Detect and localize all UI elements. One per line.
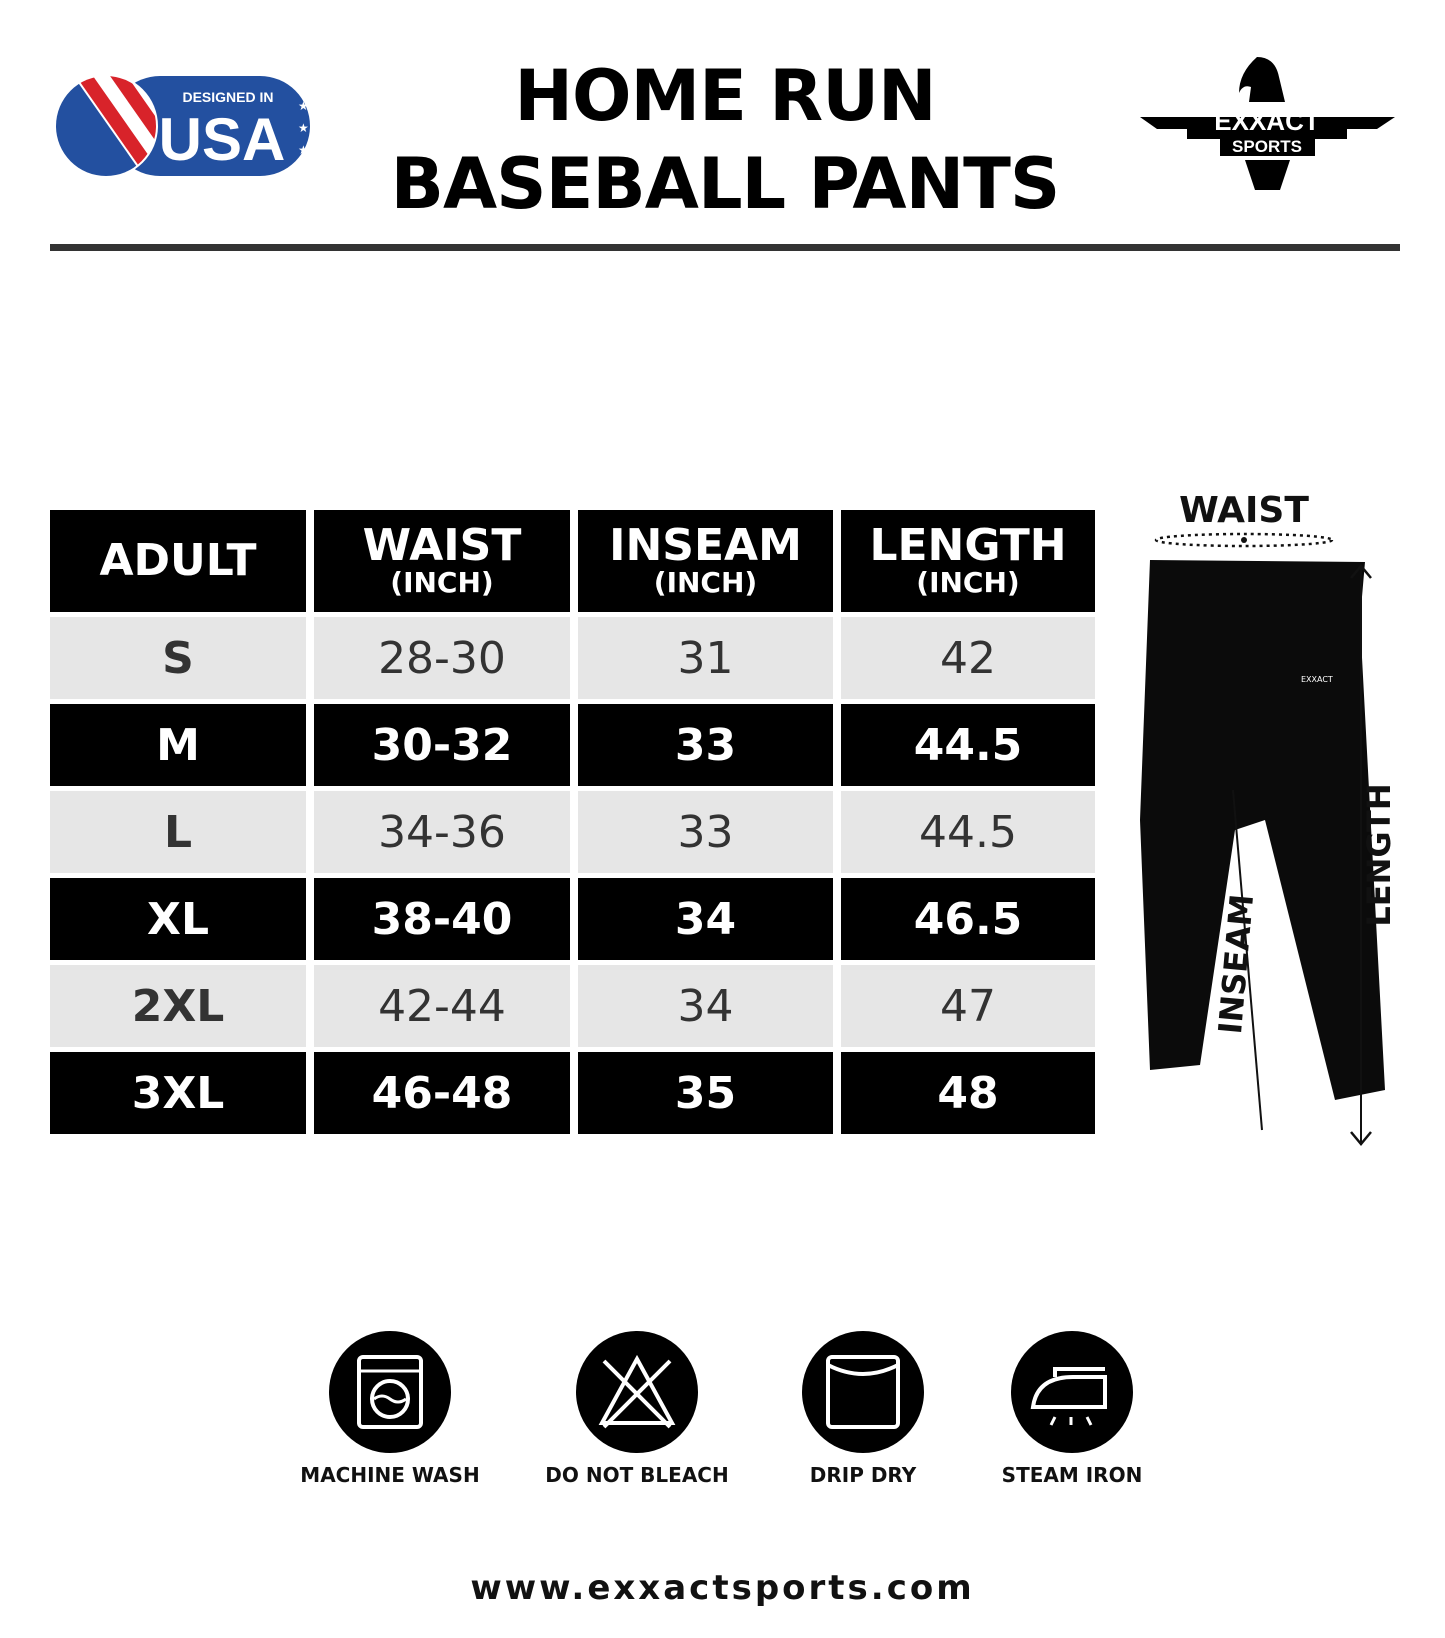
size-table: ADULT WAIST (INCH) INSEAM (INCH) LENGTH (IN… bbox=[50, 510, 1095, 1134]
designed-in-usa-badge: DESIGNED IN USA ★ ★ ★ bbox=[54, 74, 310, 178]
title-line-2: BASEBALL PANTS bbox=[390, 143, 1061, 225]
measurement-cell: 48 bbox=[841, 1052, 1095, 1134]
svg-text:WAIST: WAIST bbox=[1179, 490, 1309, 531]
measurement-cell: 46-48 bbox=[314, 1052, 570, 1134]
header-length: LENGTH (INCH) bbox=[841, 510, 1095, 612]
svg-text:DESIGNED IN: DESIGNED IN bbox=[182, 89, 273, 105]
svg-text:SPORTS: SPORTS bbox=[1232, 137, 1302, 156]
svg-text:★: ★ bbox=[298, 121, 309, 135]
measurement-cell: 38-40 bbox=[314, 878, 570, 960]
drip-dry-icon bbox=[802, 1331, 924, 1453]
header-waist: WAIST (INCH) bbox=[314, 510, 570, 612]
measurement-cell: 44.5 bbox=[841, 791, 1095, 873]
measurement-cell: 30-32 bbox=[314, 704, 570, 786]
measurement-cell: 28-30 bbox=[314, 617, 570, 699]
steam-iron-icon bbox=[1011, 1331, 1133, 1453]
header-inseam: INSEAM (INCH) bbox=[578, 510, 833, 612]
header-divider bbox=[50, 244, 1400, 251]
header-adult: ADULT bbox=[50, 510, 306, 612]
do-not-bleach-icon bbox=[576, 1331, 698, 1453]
exxact-sports-logo: EXXACT SPORTS bbox=[1140, 57, 1395, 190]
website-url[interactable]: www.exxactsports.com bbox=[470, 1568, 975, 1608]
measurement-cell: 34 bbox=[578, 878, 833, 960]
measurement-cell: 34 bbox=[578, 965, 833, 1047]
measurement-cell: 33 bbox=[578, 791, 833, 873]
care-label-do-not-bleach: DO NOT BLEACH bbox=[545, 1463, 729, 1487]
care-label-steam-iron: STEAM IRON bbox=[1001, 1463, 1143, 1487]
care-label-drip-dry: DRIP DRY bbox=[809, 1463, 917, 1487]
title-line-1: HOME RUN bbox=[514, 55, 936, 137]
machine-wash-icon bbox=[329, 1331, 451, 1453]
measurement-cell: 35 bbox=[578, 1052, 833, 1134]
svg-text:USA: USA bbox=[159, 106, 286, 173]
size-cell: 2XL bbox=[50, 965, 306, 1047]
pants-measurement-diagram: WAIST EXXACT LENGTH INSEAM bbox=[1140, 490, 1398, 1146]
measurement-cell: 42-44 bbox=[314, 965, 570, 1047]
measurement-cell: 31 bbox=[578, 617, 833, 699]
size-cell: L bbox=[50, 791, 306, 873]
measurement-cell: 46.5 bbox=[841, 878, 1095, 960]
svg-text:★: ★ bbox=[298, 143, 309, 157]
measurement-cell: 34-36 bbox=[314, 791, 570, 873]
svg-text:EXXACT: EXXACT bbox=[1301, 675, 1333, 684]
size-cell: 3XL bbox=[50, 1052, 306, 1134]
size-cell: S bbox=[50, 617, 306, 699]
measurement-cell: 47 bbox=[841, 965, 1095, 1047]
size-cell: XL bbox=[50, 878, 306, 960]
measurement-cell: 33 bbox=[578, 704, 833, 786]
svg-text:LENGTH: LENGTH bbox=[1360, 783, 1398, 926]
care-label-machine-wash: MACHINE WASH bbox=[300, 1463, 480, 1487]
page-title: HOME RUN BASEBALL PANTS bbox=[300, 52, 1150, 228]
measurement-cell: 42 bbox=[841, 617, 1095, 699]
measurement-cell: 44.5 bbox=[841, 704, 1095, 786]
size-cell: M bbox=[50, 704, 306, 786]
svg-text:EXXACT: EXXACT bbox=[1214, 106, 1320, 136]
svg-text:★: ★ bbox=[298, 99, 309, 113]
pants-image bbox=[1140, 560, 1385, 1100]
